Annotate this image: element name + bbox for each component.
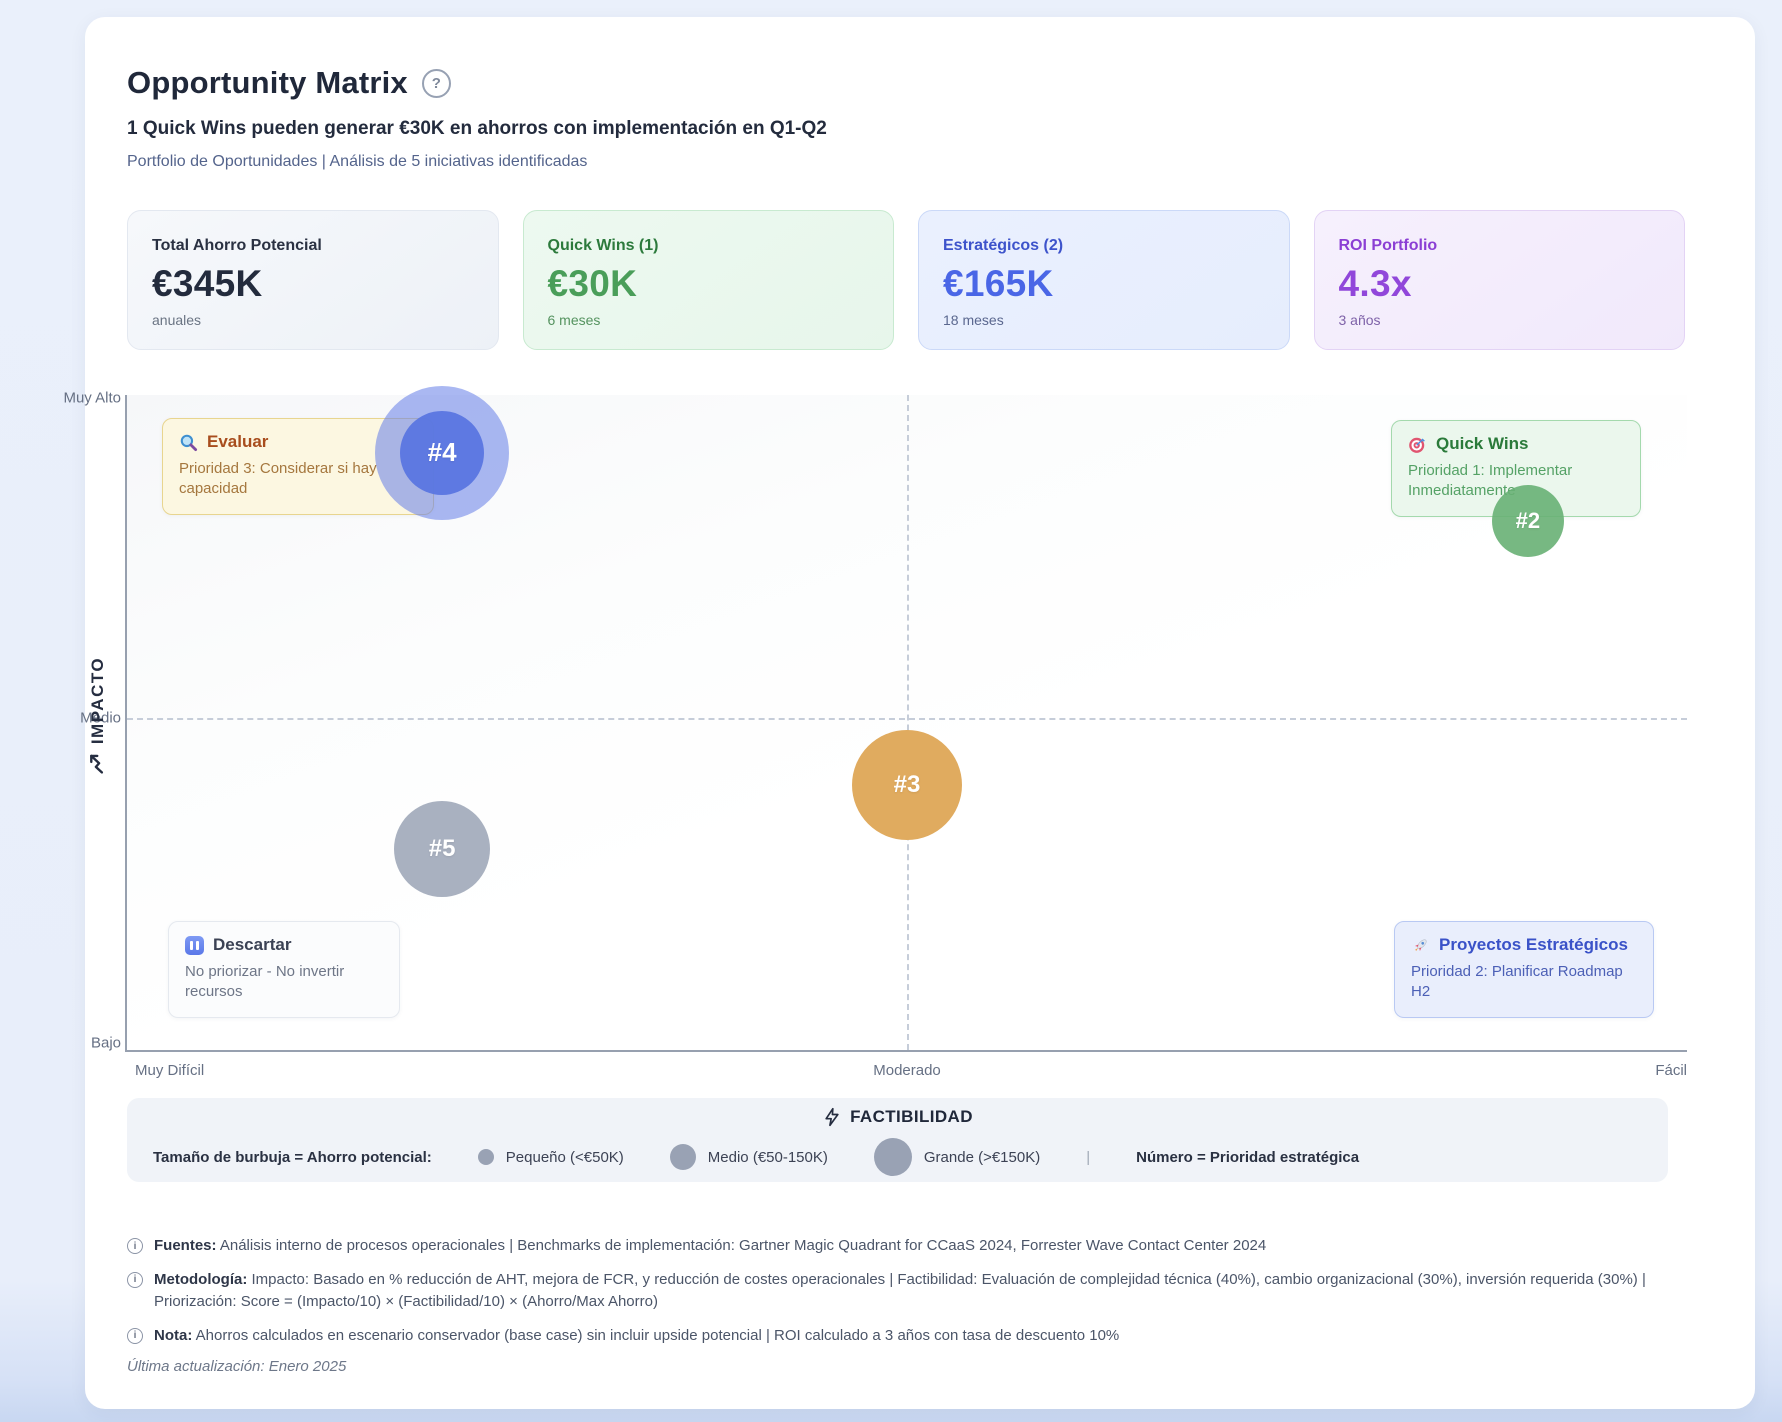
quadrant-desc: No priorizar - No invertir recursos — [185, 963, 345, 1001]
quadrant-title: Quick Wins — [1436, 434, 1529, 453]
legend-bar: FACTIBILIDAD Tamaño de burbuja = Ahorro … — [127, 1098, 1668, 1182]
kpi-label: Total Ahorro Potencial — [152, 237, 322, 254]
footnote-lead: Fuentes: — [154, 1237, 217, 1254]
bubble-priority-2[interactable]: #2 — [1491, 484, 1564, 557]
bubble-label: #4 — [427, 437, 457, 468]
kpi-value: €345K — [152, 263, 263, 304]
trend-up-icon — [90, 754, 104, 774]
pause-icon — [185, 935, 204, 955]
bubble-priority-4[interactable]: #4 — [375, 385, 510, 520]
quadrant-desc: Prioridad 2: Planificar Roadmap H2 — [1411, 963, 1623, 1001]
bubble-core: #2 — [1491, 484, 1564, 557]
bubble-priority-5[interactable]: #5 — [394, 800, 491, 897]
footnote-nota: i Nota: Ahorros calculados en escenario … — [127, 1325, 1675, 1348]
quadrant-box-proyectos-estrategicos: Proyectos Estratégicos Prioridad 2: Plan… — [1394, 921, 1654, 1018]
footnote-text: Análisis interno de procesos operacional… — [216, 1237, 1267, 1254]
legend-size-medium: Medio (€50-150K) — [669, 1144, 828, 1170]
x-tick-facil: Fácil — [1655, 1062, 1687, 1079]
info-icon: i — [127, 1238, 143, 1254]
legend-size-lead: Tamaño de burbuja = Ahorro potencial: — [153, 1148, 432, 1166]
footnote-metodologia: i Metodología: Impacto: Basado en % redu… — [127, 1269, 1675, 1314]
info-icon: i — [127, 1327, 143, 1344]
quadrant-title: Evaluar — [207, 432, 269, 451]
quadrant-plot: Muy Alto Medio Bajo IMPACTO Muy Difícil … — [63, 385, 1687, 1079]
footnotes: i Fuentes: Análisis interno de procesos … — [127, 1235, 1675, 1375]
kpi-value: €30K — [547, 263, 638, 304]
rocket-icon — [1415, 938, 1427, 951]
help-icon[interactable]: ? — [421, 68, 451, 98]
y-tick-bajo: Bajo — [90, 1034, 121, 1052]
kpi-label: Quick Wins (1) — [547, 237, 659, 254]
legend-divider: | — [1086, 1148, 1091, 1166]
legend-row: Tamaño de burbuja = Ahorro potencial: Pe… — [153, 1138, 1668, 1176]
kpi-label: ROI Portfolio — [1338, 237, 1438, 254]
quadrant-title: Proyectos Estratégicos — [1439, 935, 1628, 954]
kpi-estrategicos: Estratégicos (2) €165K 18 meses — [918, 210, 1290, 350]
portfolio-description: Portfolio de Oportunidades | Análisis de… — [127, 153, 588, 170]
header: Opportunity Matrix ? 1 Quick Wins pueden… — [127, 65, 827, 171]
bubble-priority-3[interactable]: #3 — [852, 729, 962, 840]
kpi-sub: anuales — [152, 312, 202, 328]
size-label: Medio (€50-150K) — [707, 1148, 828, 1166]
size-circle-large — [873, 1138, 912, 1176]
quadrant-desc: Prioridad 3: Considerar si hay capacidad — [179, 460, 377, 498]
footnote-lead: Nota: — [154, 1326, 193, 1344]
legend-number-note: Número = Prioridad estratégica — [1136, 1148, 1360, 1166]
vertical-midline — [907, 395, 909, 1050]
kpi-quick-wins: Quick Wins (1) €30K 6 meses — [522, 210, 894, 350]
kpi-sub: 6 meses — [547, 312, 601, 328]
bubble-label: #5 — [428, 834, 456, 862]
last-updated: Última actualización: Enero 2025 — [127, 1358, 347, 1375]
info-icon: i — [127, 1271, 143, 1288]
magnifier-icon — [180, 434, 198, 451]
footnote-text: Ahorros calculados en escenario conserva… — [192, 1326, 1120, 1344]
footnote-fuentes: i Fuentes: Análisis interno de procesos … — [127, 1235, 1675, 1258]
size-circle-medium — [669, 1144, 696, 1170]
size-label: Pequeño (<€50K) — [505, 1148, 624, 1166]
legend-size-large: Grande (>€150K) — [873, 1138, 1041, 1176]
y-tick-muy-alto: Muy Alto — [63, 389, 121, 407]
kpi-sub: 3 años — [1338, 312, 1381, 328]
kpi-sub: 18 meses — [943, 312, 1004, 328]
kpi-value: €165K — [943, 263, 1054, 304]
y-tick-medio: Medio — [80, 709, 121, 727]
bubble-label: #2 — [1515, 507, 1541, 533]
y-axis-title: IMPACTO — [87, 657, 109, 775]
kpi-label: Estratégicos (2) — [943, 237, 1064, 254]
footnote-text: Impacto: Basado en % reducción de AHT, m… — [154, 1270, 1646, 1311]
page-title: Opportunity Matrix — [127, 65, 408, 100]
x-tick-muy-dificil: Muy Difícil — [135, 1062, 205, 1079]
lightning-icon — [825, 1107, 839, 1127]
size-circle-small — [477, 1149, 494, 1165]
x-axis-title-text: FACTIBILIDAD — [850, 1107, 973, 1126]
headline-insight: 1 Quick Wins pueden generar €30K en ahor… — [127, 118, 827, 139]
footnote-lead: Metodología: — [154, 1270, 248, 1288]
quadrant-title: Descartar — [213, 935, 292, 954]
bubble-core: #4 — [400, 410, 485, 495]
legend-size-small: Pequeño (<€50K) — [477, 1148, 624, 1166]
x-axis-title: FACTIBILIDAD — [127, 1098, 1668, 1127]
bubble-core: #3 — [852, 729, 962, 840]
opportunity-matrix-card: Opportunity Matrix ? 1 Quick Wins pueden… — [63, 17, 1755, 1409]
x-tick-moderado: Moderado — [873, 1062, 941, 1079]
kpi-value: 4.3x — [1338, 263, 1412, 304]
y-axis-label: IMPACTO — [88, 656, 108, 745]
quadrant-desc: Prioridad 1: Implementar Inmediatamente — [1408, 462, 1573, 500]
kpi-roi-portfolio: ROI Portfolio 4.3x 3 años — [1313, 210, 1685, 350]
bubble-label: #3 — [893, 770, 921, 798]
quadrant-box-descartar: Descartar No priorizar - No invertir rec… — [168, 921, 400, 1018]
size-label: Grande (>€150K) — [923, 1148, 1041, 1166]
target-icon — [1409, 437, 1426, 453]
kpi-row: Total Ahorro Potencial €345K anuales Qui… — [127, 210, 1685, 350]
bubble-core: #5 — [394, 800, 491, 897]
horizontal-midline — [127, 717, 1687, 720]
kpi-total-ahorro: Total Ahorro Potencial €345K anuales — [127, 210, 499, 350]
